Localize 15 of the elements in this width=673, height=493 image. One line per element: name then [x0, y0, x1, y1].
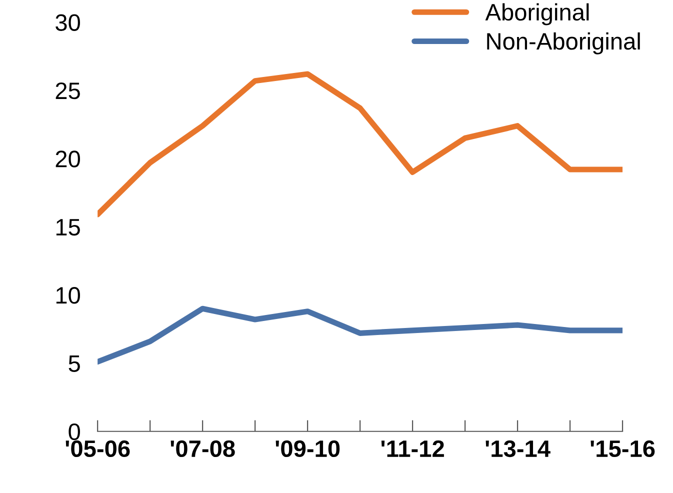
y-tick-label: 0 — [68, 423, 80, 440]
x-tick-label: '11-12 — [381, 440, 444, 457]
x-tick-label: '07-08 — [170, 440, 235, 458]
x-tick-label: '05-06 — [66, 440, 130, 458]
y-tick-label: 15 — [56, 219, 80, 236]
y-tick-label: 30 — [56, 14, 80, 31]
y-tick-label: 5 — [68, 355, 80, 372]
x-tick-label: '09-10 — [276, 440, 340, 458]
legend-label: Non-Aboriginal — [487, 32, 640, 54]
legend-label: Aboriginal — [485, 3, 589, 26]
x-tick-label: '15-16 — [590, 440, 655, 458]
x-tick-label: '13-14 — [486, 440, 550, 458]
y-tick-label: 10 — [56, 287, 80, 304]
y-tick-label: 25 — [56, 82, 80, 100]
y-tick-label: 20 — [56, 150, 80, 168]
